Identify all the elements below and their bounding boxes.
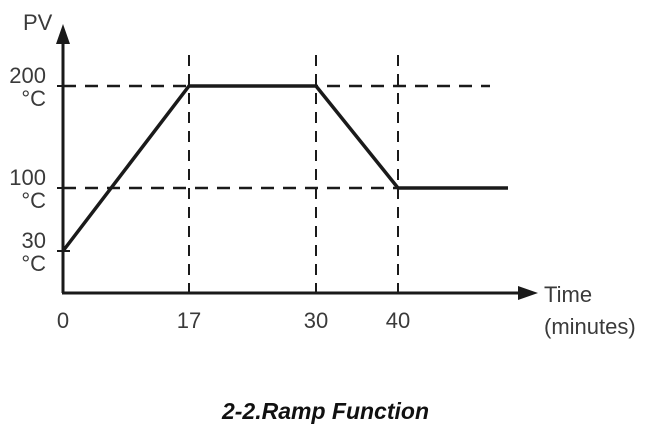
y-axis-label: PV (23, 10, 53, 35)
y-tick-unit: °C (21, 188, 46, 213)
x-tick-label: 40 (386, 308, 410, 333)
y-tick-unit: °C (21, 86, 46, 111)
series-line (61, 84, 508, 253)
y-tick-unit: °C (21, 251, 46, 276)
y-tick-label: 30 (22, 228, 46, 253)
x-axis-label: Time (544, 282, 592, 307)
x-axis-unit: (minutes) (544, 314, 636, 339)
y-axis-arrow-icon (56, 24, 70, 44)
x-tick-label: 30 (304, 308, 328, 333)
x-tick-label: 0 (57, 308, 69, 333)
caption: 2-2.Ramp Function (221, 398, 429, 424)
x-tick-label: 17 (177, 308, 201, 333)
y-tick-label: 200 (9, 63, 46, 88)
x-axis-arrow-icon (518, 286, 538, 300)
y-tick-label: 100 (9, 165, 46, 190)
